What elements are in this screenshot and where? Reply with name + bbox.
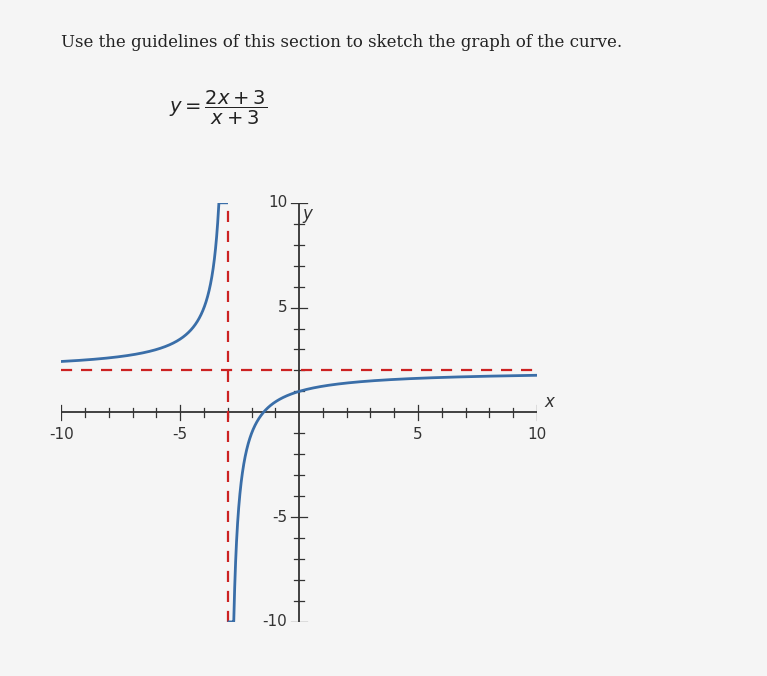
Text: -10: -10 (262, 614, 287, 629)
Text: 10: 10 (527, 427, 547, 442)
Text: 5: 5 (413, 427, 423, 442)
Text: Use the guidelines of this section to sketch the graph of the curve.: Use the guidelines of this section to sk… (61, 34, 623, 51)
Text: -5: -5 (173, 427, 188, 442)
Text: y: y (303, 205, 313, 223)
Text: $y = \dfrac{2x + 3}{x + 3}$: $y = \dfrac{2x + 3}{x + 3}$ (169, 89, 267, 127)
Text: 5: 5 (278, 300, 287, 315)
Text: -5: -5 (272, 510, 287, 525)
Text: x: x (544, 393, 554, 411)
Text: 10: 10 (268, 195, 287, 210)
Text: -10: -10 (49, 427, 74, 442)
